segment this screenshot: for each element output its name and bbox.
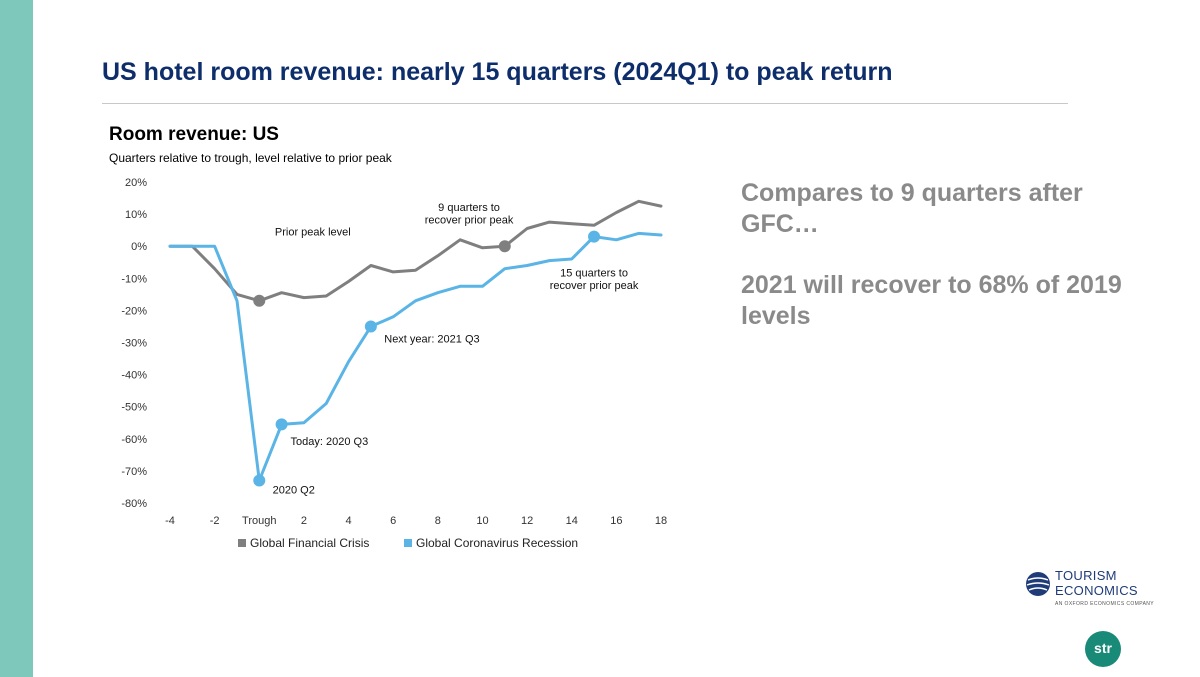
x-tick-label: 12 — [521, 515, 533, 527]
data-point-marker — [498, 240, 511, 253]
side-text-recovery: 2021 will recover to 68% of 2019 levels — [741, 271, 1122, 330]
tourism-economics-logo: TOURISM ECONOMICS AN OXFORD ECONOMICS CO… — [1024, 568, 1184, 614]
logo-text-line2: ECONOMICS — [1055, 583, 1138, 598]
data-point-marker — [253, 294, 266, 307]
annotation-label: Today: 2020 Q3 — [291, 436, 369, 448]
x-tick-label: Trough — [242, 515, 276, 527]
y-tick-label: -20% — [121, 305, 147, 317]
chart-title: Room revenue: US — [109, 124, 279, 145]
x-tick-label: 10 — [476, 515, 488, 527]
x-tick-label: 2 — [301, 515, 307, 527]
room-revenue-chart: 20% 10% 0% -10% -20% -30% -40% -50% -60% -70% -80%… — [121, 177, 667, 550]
legend-label: Global Financial Crisis — [250, 536, 369, 550]
str-logo: str — [1085, 631, 1121, 667]
legend-swatch — [404, 539, 412, 547]
x-tick-label: 8 — [435, 515, 441, 527]
y-tick-label: 0% — [131, 241, 147, 253]
annotation-label: Next year: 2021 Q3 — [384, 334, 479, 346]
slide-title: US hotel room revenue: nearly 15 quarter… — [102, 58, 893, 86]
legend-label: Global Coronavirus Recession — [416, 536, 578, 550]
annotation-label: 15 quarters to — [560, 268, 628, 280]
chart-subtitle: Quarters relative to trough, level relat… — [109, 151, 392, 165]
y-tick-label: -30% — [121, 338, 147, 350]
y-tick-label: 10% — [125, 209, 147, 221]
y-tick-label: -60% — [121, 434, 147, 446]
title-divider — [102, 103, 1068, 104]
y-tick-label: -50% — [121, 402, 147, 414]
x-tick-label: 16 — [610, 515, 622, 527]
sidebar-accent-bar — [0, 0, 33, 677]
annotation-label: Prior peak level — [275, 227, 351, 239]
globe-icon — [1026, 572, 1050, 596]
annotation-label: 9 quarters to — [438, 202, 500, 214]
series-line-covid — [168, 231, 663, 482]
data-point-marker — [253, 474, 266, 487]
annotation-label: recover prior peak — [550, 280, 639, 292]
x-tick-label: 4 — [345, 515, 351, 527]
data-point-marker — [588, 230, 601, 243]
x-tick-label: 6 — [390, 515, 396, 527]
series-line-gfc — [168, 199, 663, 303]
logo-text-line1: TOURISM — [1055, 568, 1117, 583]
y-tick-label: 20% — [125, 177, 147, 189]
annotation-label: 2020 Q2 — [273, 484, 315, 496]
x-tick-label: 18 — [655, 515, 667, 527]
x-tick-label: 14 — [566, 515, 578, 527]
side-text-gfc: Compares to 9 quarters after GFC… — [741, 179, 1083, 238]
y-tick-label: -80% — [121, 498, 147, 510]
x-tick-label: -2 — [210, 515, 220, 527]
legend-swatch — [238, 539, 246, 547]
y-tick-label: -10% — [121, 273, 147, 285]
y-tick-label: -40% — [121, 370, 147, 382]
x-tick-label: -4 — [165, 515, 175, 527]
annotation-label: recover prior peak — [425, 215, 514, 227]
data-point-marker — [275, 418, 288, 431]
logo-text-line3: AN OXFORD ECONOMICS COMPANY — [1055, 601, 1155, 607]
data-point-marker — [364, 320, 377, 333]
y-tick-label: -70% — [121, 466, 147, 478]
